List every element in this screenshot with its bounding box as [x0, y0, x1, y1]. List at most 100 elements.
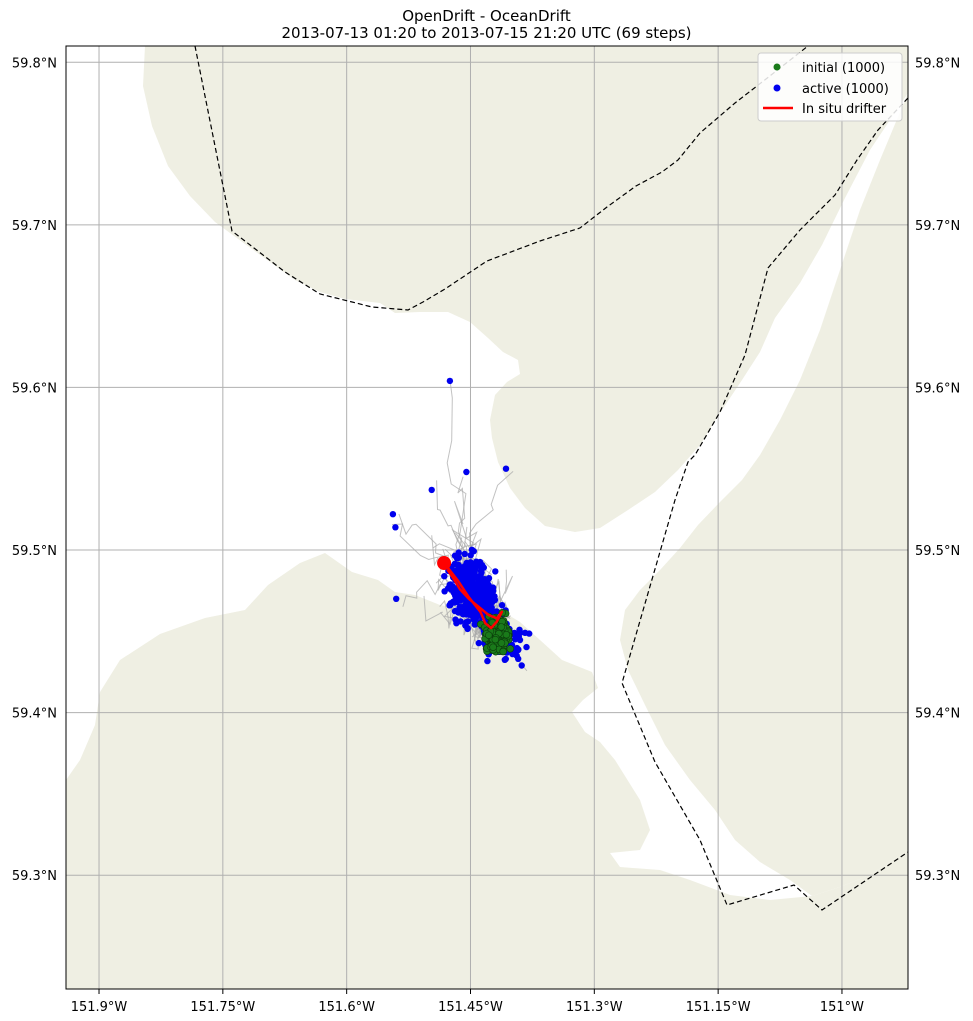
map-frame [65, 45, 909, 990]
active-particle [389, 511, 397, 518]
x-tick-label: 151.75°W [190, 1000, 255, 1015]
legend-marker-initial [773, 63, 781, 71]
initial-particle [497, 639, 506, 647]
y-tick-label-right: 59.6°N [915, 381, 960, 396]
active-particle [461, 550, 468, 558]
y-tick-label-right: 59.3°N [915, 869, 960, 884]
legend-marker-active [773, 84, 781, 92]
initial-particle [506, 645, 514, 653]
active-particle [492, 568, 499, 575]
drifter-track [443, 562, 504, 630]
legend-box [757, 52, 903, 122]
y-tick-label-left: 59.4°N [12, 707, 57, 722]
x-tick-label: 151.6°W [318, 1000, 375, 1015]
active-particle [523, 643, 530, 651]
active-particle [502, 655, 509, 663]
active-particle [479, 561, 486, 569]
active-particle [445, 585, 452, 592]
active-particle [498, 602, 506, 609]
active-particle [478, 569, 485, 576]
figure-subtitle: 2013-07-13 01:20 to 2013-07-15 21:20 UTC… [281, 24, 692, 42]
active-particle [469, 585, 477, 592]
y-tick-label-left: 59.6°N [12, 381, 57, 396]
initial-particles [477, 608, 514, 656]
boundary-east [621, 97, 908, 911]
initial-particle [497, 623, 505, 631]
active-particle [451, 607, 459, 615]
active-particle [452, 591, 459, 599]
boundary-lines [194, 46, 908, 911]
y-tick-label-left: 59.5°N [12, 544, 57, 559]
y-tick-label-right: 59.4°N [915, 707, 960, 722]
y-tick-label-right: 59.7°N [915, 219, 960, 234]
active-particle [511, 636, 519, 643]
active-particle [463, 619, 470, 626]
active-particle [467, 552, 474, 559]
active-particle [460, 575, 468, 583]
active-particles [389, 377, 533, 669]
legend-label-active: active (1000) [802, 82, 889, 97]
initial-particle [499, 647, 507, 656]
y-tick-label-left: 59.3°N [12, 869, 57, 884]
active-particle [468, 605, 475, 612]
land-layer [66, 46, 908, 989]
active-particle [518, 662, 525, 669]
land-north [143, 46, 908, 532]
y-tick-label-right: 59.5°N [915, 544, 960, 559]
active-particle [475, 639, 482, 647]
active-particle [465, 611, 473, 618]
active-particle [465, 569, 472, 577]
land-southwest [66, 553, 908, 989]
drifter-end-marker [437, 556, 452, 571]
active-particle [471, 566, 479, 574]
initial-particle [491, 635, 499, 644]
map-area [66, 46, 908, 989]
figure-title: OpenDrift - OceanDrift [402, 7, 571, 25]
active-particle [457, 608, 464, 615]
active-particle [464, 600, 472, 607]
active-particle [484, 600, 491, 607]
active-particle [393, 595, 400, 602]
active-particle [502, 465, 510, 472]
x-tick-label: 151.45°W [438, 1000, 503, 1015]
active-particle [453, 555, 461, 562]
active-particle [484, 576, 491, 584]
x-tick-label: 151°W [820, 1000, 864, 1015]
active-particle [468, 560, 475, 567]
active-particle [463, 582, 470, 590]
y-tick-label-right: 59.8°N [915, 56, 960, 71]
active-particle [484, 657, 491, 665]
active-particle [526, 630, 533, 637]
y-tick-label-left: 59.8°N [12, 56, 57, 71]
active-particle [479, 596, 486, 603]
in-situ-drifter [437, 556, 504, 630]
active-particle [463, 468, 470, 476]
initial-particle [502, 630, 511, 639]
active-particle [441, 573, 448, 580]
initial-particle [485, 631, 493, 639]
boundary-north [194, 46, 809, 311]
legend-label-initial: initial (1000) [802, 61, 885, 76]
active-particle [446, 377, 454, 385]
active-particle [487, 591, 494, 598]
x-tick-label: 151.3°W [566, 1000, 623, 1015]
active-particle [472, 621, 479, 628]
initial-particle [489, 643, 497, 651]
active-particle [516, 626, 523, 633]
active-particle [428, 486, 435, 494]
active-particle [447, 601, 454, 609]
legend: initial (1000) active (1000) In situ dri… [757, 52, 903, 122]
land-east [620, 93, 908, 896]
x-axis-ticks: 151.9°W 151.75°W 151.6°W 151.45°W 151.3°W 151… [71, 989, 864, 1015]
y-tick-label-left: 59.7°N [12, 219, 57, 234]
active-particle [455, 549, 462, 556]
active-particle [493, 608, 500, 615]
active-particle [459, 570, 466, 577]
active-particle [452, 616, 459, 623]
x-tick-label: 151.9°W [71, 1000, 128, 1015]
legend-label-drifter: In situ drifter [802, 102, 887, 117]
x-tick-label: 151.15°W [686, 1000, 751, 1015]
active-particle [468, 546, 476, 553]
y-axis-ticks: 59.3°N 59.3°N 59.4°N 59.4°N 59.5°N 59.5°N 59.6… [12, 56, 960, 884]
